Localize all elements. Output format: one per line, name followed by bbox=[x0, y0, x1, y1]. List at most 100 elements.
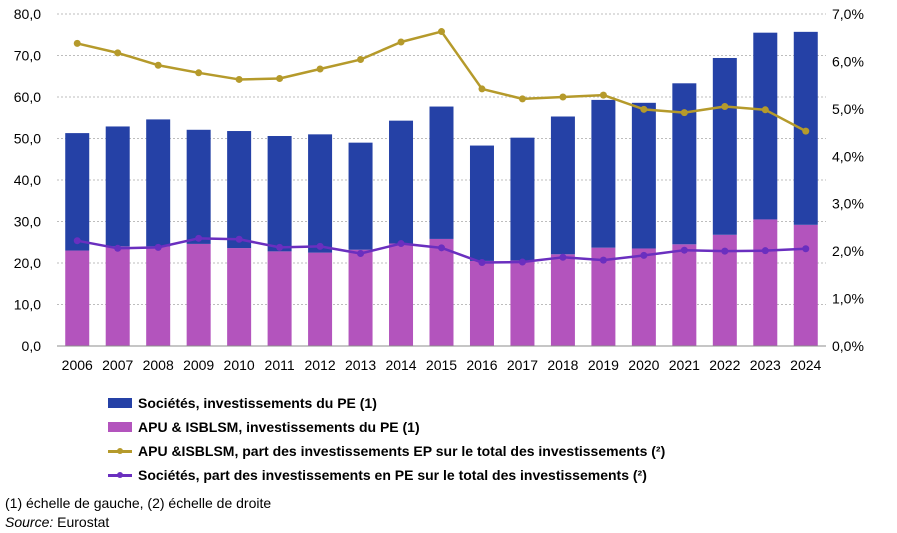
x-tick-label: 2022 bbox=[709, 357, 740, 373]
bar-apu-2020 bbox=[631, 248, 656, 346]
x-tick-label: 2021 bbox=[669, 357, 700, 373]
source-value: Eurostat bbox=[53, 514, 110, 530]
x-tick-label: 2023 bbox=[750, 357, 781, 373]
bar-apu-2012 bbox=[308, 252, 333, 346]
x-tick-label: 2011 bbox=[265, 357, 295, 373]
bar-societes-2019 bbox=[591, 99, 616, 248]
legend-item-societes-line: Sociétés, part des investissements en PE… bbox=[108, 463, 665, 487]
bar-societes-2023 bbox=[753, 32, 778, 220]
point-apu-share-2022 bbox=[721, 102, 729, 110]
source-label: Source: bbox=[5, 514, 54, 530]
x-tick-label: 2024 bbox=[790, 357, 821, 373]
point-apu-share-2016 bbox=[478, 85, 486, 93]
legend-label: Sociétés, investissements du PE (1) bbox=[138, 395, 377, 411]
bar-apu-2014 bbox=[389, 243, 414, 346]
legend-label: Sociétés, part des investissements en PE… bbox=[138, 467, 647, 483]
left-tick-label: 60,0 bbox=[14, 89, 41, 105]
bar-apu-2015 bbox=[429, 238, 454, 346]
x-tick-label: 2017 bbox=[507, 357, 538, 373]
point-societes-share-2022 bbox=[721, 247, 729, 255]
legend-swatch bbox=[108, 470, 132, 480]
x-tick-label: 2016 bbox=[466, 357, 497, 373]
x-tick-label: 2019 bbox=[588, 357, 619, 373]
bar-apu-2008 bbox=[146, 246, 171, 346]
point-societes-share-2018 bbox=[559, 253, 567, 261]
x-tick-label: 2013 bbox=[345, 357, 376, 373]
point-apu-share-2007 bbox=[114, 49, 122, 57]
right-tick-label: 2,0% bbox=[832, 243, 864, 259]
point-apu-share-2024 bbox=[802, 127, 810, 135]
point-apu-share-2011 bbox=[276, 75, 284, 83]
x-tick-label: 2020 bbox=[628, 357, 659, 373]
right-tick-label: 3,0% bbox=[832, 196, 864, 212]
bar-apu-2023 bbox=[753, 219, 778, 346]
bar-apu-2016 bbox=[469, 260, 494, 346]
x-tick-label: 2006 bbox=[62, 357, 93, 373]
x-tick-label: 2007 bbox=[102, 357, 133, 373]
point-apu-share-2014 bbox=[397, 38, 405, 46]
bars bbox=[65, 31, 818, 346]
axes: 0,0 10,0 20,0 30,0 40,0 50,0 60,0 70,0 80,0 0,0% 1… bbox=[14, 6, 864, 373]
x-tick-label: 2008 bbox=[143, 357, 174, 373]
point-apu-share-2019 bbox=[599, 91, 607, 99]
bar-societes-2020 bbox=[631, 102, 656, 249]
left-tick-label: 40,0 bbox=[14, 172, 41, 188]
bar-societes-2021 bbox=[672, 83, 697, 245]
left-tick-label: 80,0 bbox=[14, 6, 41, 22]
left-tick-label: 70,0 bbox=[14, 48, 41, 64]
bar-apu-2021 bbox=[672, 244, 697, 346]
right-tick-label: 7,0% bbox=[832, 6, 864, 22]
point-societes-share-2015 bbox=[438, 244, 445, 252]
point-societes-share-2024 bbox=[802, 245, 810, 253]
legend-swatch bbox=[108, 398, 132, 408]
legend-item-apu-bars: APU & ISBLSM, investissements du PE (1) bbox=[108, 415, 665, 439]
point-societes-share-2007 bbox=[114, 244, 122, 252]
footnotes: (1) échelle de gauche, (2) échelle de dr… bbox=[5, 494, 271, 532]
bar-apu-2013 bbox=[348, 249, 373, 346]
legend-item-apu-line: APU &ISBLSM, part des investissements EP… bbox=[108, 439, 665, 463]
left-tick-label: 10,0 bbox=[14, 297, 41, 313]
point-societes-share-2023 bbox=[761, 247, 769, 255]
point-apu-share-2023 bbox=[761, 106, 769, 114]
bar-societes-2007 bbox=[105, 126, 130, 247]
point-apu-share-2013 bbox=[357, 56, 365, 64]
bar-apu-2009 bbox=[186, 243, 211, 346]
bar-societes-2014 bbox=[389, 120, 414, 244]
left-tick-label: 0,0 bbox=[22, 338, 42, 354]
bar-apu-2006 bbox=[65, 250, 90, 346]
bar-societes-2010 bbox=[227, 131, 252, 249]
scale-note: (1) échelle de gauche, (2) échelle de dr… bbox=[5, 495, 272, 511]
point-apu-share-2021 bbox=[680, 109, 688, 117]
left-tick-label: 30,0 bbox=[14, 214, 41, 230]
legend-swatch bbox=[108, 422, 132, 432]
bar-apu-2017 bbox=[510, 260, 535, 346]
legend-label: APU &ISBLSM, part des investissements EP… bbox=[138, 443, 666, 459]
combo-chart: 0,0 10,0 20,0 30,0 40,0 50,0 60,0 70,0 80,0 0,0% 1… bbox=[14, 6, 864, 373]
x-tick-label: 2010 bbox=[224, 357, 255, 373]
bar-societes-2022 bbox=[712, 57, 737, 235]
lines bbox=[73, 28, 810, 267]
point-societes-share-2012 bbox=[316, 242, 324, 250]
point-societes-share-2006 bbox=[73, 237, 81, 245]
point-societes-share-2008 bbox=[154, 243, 162, 251]
point-apu-share-2009 bbox=[195, 69, 203, 77]
bar-apu-2024 bbox=[793, 224, 818, 346]
x-tick-label: 2018 bbox=[547, 357, 578, 373]
x-tick-label: 2015 bbox=[426, 357, 457, 373]
right-tick-label: 6,0% bbox=[832, 53, 864, 69]
bar-societes-2012 bbox=[308, 134, 333, 253]
bar-societes-2016 bbox=[469, 145, 494, 261]
point-societes-share-2017 bbox=[518, 258, 526, 266]
bar-societes-2006 bbox=[65, 133, 90, 251]
right-tick-label: 4,0% bbox=[832, 148, 864, 164]
right-tick-label: 0,0% bbox=[832, 338, 864, 354]
source-note: Source: Eurostat bbox=[5, 513, 271, 532]
legend-label: APU & ISBLSM, investissements du PE (1) bbox=[138, 419, 420, 435]
point-apu-share-2008 bbox=[154, 61, 162, 69]
bar-societes-2015 bbox=[429, 106, 454, 239]
point-societes-share-2010 bbox=[235, 235, 243, 243]
bar-societes-2009 bbox=[186, 129, 211, 244]
point-apu-share-2020 bbox=[640, 105, 648, 113]
right-tick-label: 1,0% bbox=[832, 291, 864, 307]
point-societes-share-2016 bbox=[478, 259, 486, 267]
